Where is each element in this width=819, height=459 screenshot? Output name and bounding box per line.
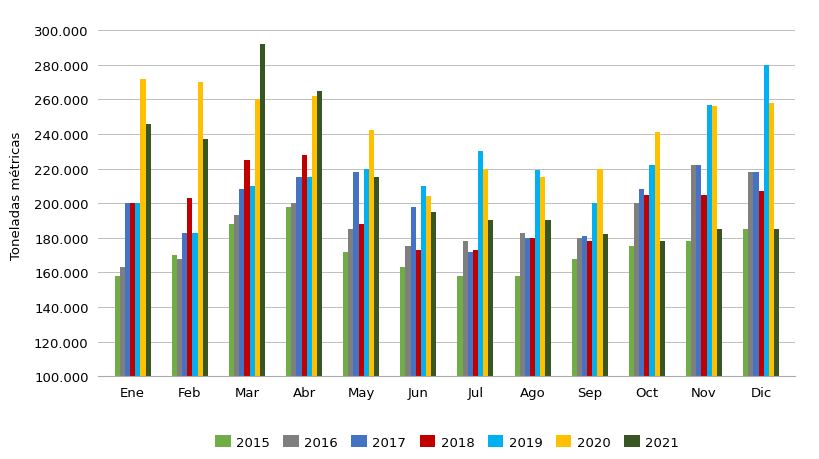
Bar — [364, 169, 369, 459]
Bar — [311, 97, 316, 459]
Bar — [233, 216, 239, 459]
Bar — [700, 195, 706, 459]
Bar — [545, 221, 550, 459]
Bar — [633, 204, 638, 459]
Legend: 2015, 2016, 2017, 2018, 2019, 2020, 2021: 2015, 2016, 2017, 2018, 2019, 2020, 2021 — [210, 430, 683, 454]
Bar — [348, 230, 353, 459]
Bar — [768, 104, 773, 459]
Bar — [488, 221, 493, 459]
Bar — [420, 186, 426, 459]
Bar — [145, 124, 151, 459]
Bar — [638, 190, 644, 459]
Bar — [410, 207, 415, 459]
Bar — [358, 224, 364, 459]
Bar — [353, 173, 358, 459]
Bar — [748, 173, 753, 459]
Bar — [695, 166, 700, 459]
Bar — [519, 233, 524, 459]
Bar — [758, 191, 762, 459]
Bar — [415, 250, 420, 459]
Bar — [197, 83, 202, 459]
Bar — [477, 152, 482, 459]
Bar — [244, 161, 249, 459]
Bar — [115, 276, 120, 459]
Bar — [711, 107, 716, 459]
Bar — [192, 233, 197, 459]
Bar — [524, 238, 529, 459]
Bar — [369, 131, 373, 459]
Bar — [120, 268, 124, 459]
Bar — [591, 204, 597, 459]
Bar — [182, 233, 187, 459]
Bar — [255, 100, 260, 459]
Bar — [644, 195, 649, 459]
Bar — [514, 276, 519, 459]
Bar — [187, 199, 192, 459]
Bar — [140, 79, 145, 459]
Bar — [571, 259, 577, 459]
Bar — [597, 169, 602, 459]
Bar — [540, 178, 545, 459]
Bar — [316, 91, 322, 459]
Bar — [291, 204, 296, 459]
Bar — [239, 190, 244, 459]
Bar — [473, 250, 477, 459]
Bar — [249, 186, 255, 459]
Bar — [762, 66, 768, 459]
Bar — [706, 105, 711, 459]
Bar — [467, 252, 473, 459]
Bar — [773, 230, 778, 459]
Bar — [130, 204, 135, 459]
Bar — [202, 140, 207, 459]
Bar — [716, 230, 721, 459]
Bar — [296, 178, 301, 459]
Bar — [135, 204, 140, 459]
Bar — [753, 173, 758, 459]
Bar — [373, 178, 378, 459]
Bar — [405, 247, 410, 459]
Bar — [124, 204, 130, 459]
Bar — [306, 178, 311, 459]
Bar — [431, 213, 436, 459]
Bar — [659, 242, 664, 459]
Bar — [586, 242, 591, 459]
Bar — [628, 247, 633, 459]
Bar — [654, 133, 659, 459]
Bar — [462, 242, 467, 459]
Bar — [602, 235, 607, 459]
Bar — [172, 256, 177, 459]
Bar — [260, 45, 265, 459]
Bar — [482, 169, 488, 459]
Bar — [426, 197, 431, 459]
Bar — [649, 166, 654, 459]
Y-axis label: Toneladas métricas: Toneladas métricas — [10, 131, 23, 259]
Bar — [301, 155, 306, 459]
Bar — [343, 252, 348, 459]
Bar — [686, 242, 690, 459]
Bar — [177, 259, 182, 459]
Bar — [286, 207, 291, 459]
Bar — [535, 171, 540, 459]
Bar — [229, 224, 233, 459]
Bar — [742, 230, 748, 459]
Bar — [457, 276, 462, 459]
Bar — [529, 238, 535, 459]
Bar — [581, 236, 586, 459]
Bar — [400, 268, 405, 459]
Bar — [577, 238, 581, 459]
Bar — [690, 166, 695, 459]
